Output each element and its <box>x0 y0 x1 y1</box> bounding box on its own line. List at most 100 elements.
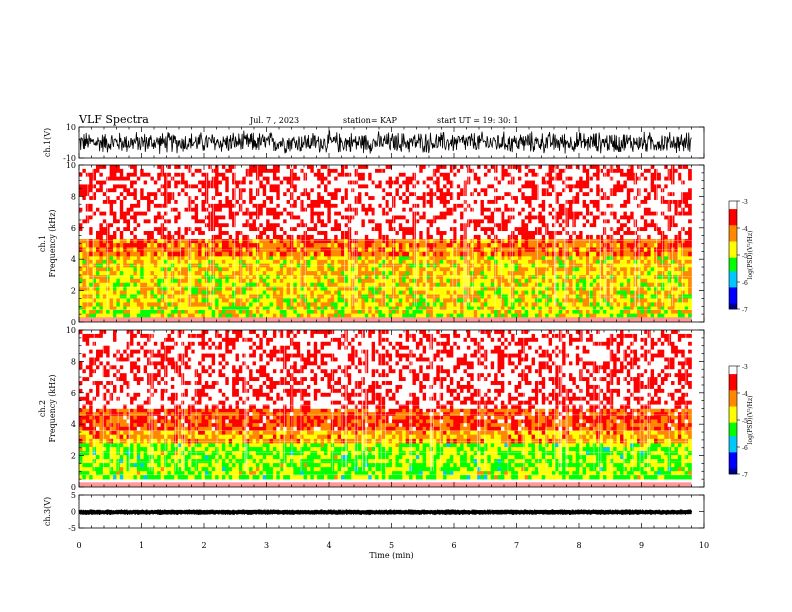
spectrogram-cell <box>89 219 93 224</box>
spectrogram-cell <box>541 243 546 248</box>
spectrogram-cell <box>453 286 458 291</box>
spectrogram-cell <box>582 290 587 295</box>
spectrogram-cell <box>235 165 240 170</box>
spectrogram-cell <box>419 238 423 244</box>
spectrogram-cell <box>109 259 114 264</box>
spectrogram-cell <box>136 263 141 268</box>
spectrogram-cell <box>153 302 158 307</box>
spectrogram-cell <box>599 309 604 314</box>
spectrogram-cell <box>562 271 566 276</box>
spectrogram-cell <box>147 168 151 174</box>
spectrogram-cell <box>419 271 423 276</box>
spectrogram-cell <box>242 306 247 311</box>
spectrogram-cell <box>507 282 512 287</box>
spectrogram-cell <box>609 271 614 276</box>
spectrogram-cell <box>191 278 195 284</box>
spectrogram-cell <box>623 274 628 280</box>
spectrogram-cell <box>272 168 277 174</box>
spectrogram-cell <box>170 247 175 253</box>
spectrogram-cell <box>466 313 471 318</box>
spectrogram-cell <box>82 294 87 299</box>
spectrogram-cell <box>177 306 182 311</box>
spectrogram-cell <box>225 196 230 201</box>
spectrogram-cell <box>225 203 230 209</box>
spectrogram-cell <box>613 256 617 261</box>
start-time-label: start UT = 19: 30: 1 <box>437 116 518 125</box>
spectrogram-cell <box>630 290 634 295</box>
spectrogram-cell <box>494 286 498 291</box>
spectrogram-cell <box>133 302 138 307</box>
spectrogram-cell <box>116 274 121 280</box>
spectrogram-cell <box>130 199 134 205</box>
spectrogram-cell <box>511 243 515 248</box>
spectrogram-cell <box>242 302 247 307</box>
spectrogram-cell <box>109 290 114 295</box>
spectrogram-cell <box>671 286 675 291</box>
spectrogram-cell <box>667 294 672 299</box>
spectrogram-cell <box>477 294 481 299</box>
spectrogram-cell <box>272 263 277 268</box>
spectrogram-cell <box>453 259 458 264</box>
spectrogram-cell <box>130 192 134 197</box>
spectrogram-cell <box>252 274 257 280</box>
spectrogram-cell <box>480 263 485 268</box>
spectrogram-cell <box>126 251 131 257</box>
spectrogram-cell <box>119 172 124 177</box>
spectrogram-cell <box>507 278 512 284</box>
spectrogram-cell <box>276 234 281 240</box>
spectrogram-cell <box>504 298 509 303</box>
spectrogram-cell <box>266 203 270 209</box>
spectrogram-cell <box>630 278 634 284</box>
spectrogram-cell <box>405 267 410 272</box>
spectrogram-cell <box>470 306 475 311</box>
spectrogram-cell <box>664 313 668 318</box>
spectrogram-cell <box>235 306 240 311</box>
spectrogram-cell <box>232 199 236 205</box>
spectrogram-cell <box>109 306 114 311</box>
spectrogram-cell <box>153 176 158 181</box>
spectrogram-cell <box>555 271 560 276</box>
spectrogram-cell <box>79 180 83 185</box>
spectrogram-cell <box>511 286 515 291</box>
spectrogram-cell <box>272 286 277 291</box>
spectrogram-cell <box>293 309 298 314</box>
spectrogram-cell <box>184 313 189 318</box>
spectrogram-cell <box>436 247 440 253</box>
spectrogram-cell <box>375 282 379 287</box>
spectrogram-cell <box>119 192 124 197</box>
spectrogram-cell <box>150 238 155 244</box>
spectrogram-cell <box>269 227 274 232</box>
spectrogram-cell <box>218 219 223 224</box>
spectrogram-cell <box>334 298 338 303</box>
spectrogram-cell <box>232 251 236 257</box>
spectrogram-cell <box>276 196 281 201</box>
spectrogram-cell <box>150 271 155 276</box>
spectrogram-cell <box>541 271 546 276</box>
spectrogram-cell <box>106 263 110 268</box>
spectrogram-cell <box>426 259 430 264</box>
spectrogram-cell <box>681 251 685 257</box>
spectrogram-cell <box>153 172 158 177</box>
spectrogram-cell <box>609 256 614 261</box>
spectrogram-cell <box>102 286 107 291</box>
spectrogram-cell <box>432 263 437 268</box>
spectrogram-cell <box>650 282 655 287</box>
spectrogram-cell <box>514 282 519 287</box>
spectrogram-cell <box>681 286 685 291</box>
spectrogram-cell <box>272 207 277 212</box>
spectrogram-cell <box>187 238 192 244</box>
spectrogram-cell <box>623 259 628 264</box>
spectrogram-cell <box>671 313 675 318</box>
spectrogram-cell <box>232 203 236 209</box>
spectrogram-cell <box>562 290 566 295</box>
spectrogram-cell <box>330 256 335 261</box>
spectrogram-cell <box>579 278 583 284</box>
spectrogram-cell <box>262 251 267 257</box>
spectrogram-cell <box>187 219 192 224</box>
spectrogram-cell <box>436 256 440 261</box>
spectrogram-cell <box>157 199 161 205</box>
spectrogram-cell <box>392 247 396 253</box>
spectrogram-cell <box>371 274 376 280</box>
spectrogram-cell <box>592 282 597 287</box>
spectrogram-cell <box>667 298 672 303</box>
